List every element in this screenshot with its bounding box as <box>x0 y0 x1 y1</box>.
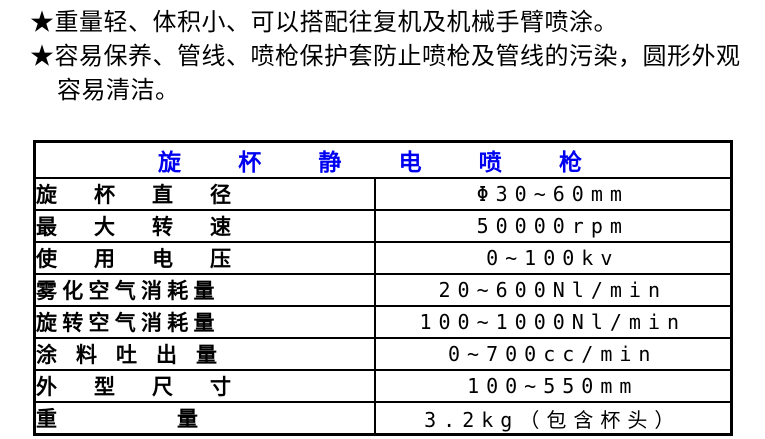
spec-row: 涂 料 吐 出 量 0~700cc/min <box>33 337 733 371</box>
spec-label-cell: 旋 杯 直 径 <box>33 177 376 211</box>
star-icon: ★ <box>30 44 55 70</box>
spec-row: 旋 转 空 气 消 耗 量 100~1000Nl/min <box>33 305 733 339</box>
spec-label: 外 型 尺 寸 <box>36 375 232 399</box>
spec-label-cell: 最 大 转 速 <box>33 209 376 243</box>
spec-row: 使 用 电 压 0~100kv <box>33 241 733 275</box>
spec-label-cell: 涂 料 吐 出 量 <box>33 337 376 371</box>
spec-label: 涂 料 吐 出 量 <box>36 343 218 367</box>
spec-row: 外 型 尺 寸 100~550mm <box>33 369 733 403</box>
spec-label-cell: 旋 转 空 气 消 耗 量 <box>33 305 376 339</box>
spec-label-cell: 雾 化 空 气 消 耗 量 <box>33 273 376 307</box>
spec-value: 100~1000Nl/min <box>373 305 733 339</box>
spec-label: 最 大 转 速 <box>36 215 232 239</box>
spec-label: 旋 转 空 气 消 耗 量 <box>36 311 215 335</box>
spec-label: 雾 化 空 气 消 耗 量 <box>36 279 215 303</box>
spec-row: 雾 化 空 气 消 耗 量 20~600Nl/min <box>33 273 733 307</box>
star-icon: ★ <box>30 10 55 36</box>
feature-item: ★重量轻、体积小、可以搭配往复机及机械手臂喷涂。 <box>30 6 758 40</box>
spec-table-title: 旋 杯 静 电 喷 枪 <box>158 150 582 175</box>
spec-label: 重 量 <box>36 407 199 431</box>
spec-value: 0~100kv <box>373 241 733 275</box>
spec-value: 100~550mm <box>373 369 733 403</box>
spec-row: 最 大 转 速 50000rpm <box>33 209 733 243</box>
spec-table: 旋 杯 静 电 喷 枪 旋 杯 直 径 Φ30~60mm 最 大 转 速 500… <box>33 140 733 436</box>
feature-text: 容易保养、管线、喷枪保护套防止喷枪及管线的污染，圆形外观容易清洁。 <box>54 44 741 104</box>
spec-value: 50000rpm <box>373 209 733 243</box>
spec-label: 使 用 电 压 <box>36 247 232 271</box>
feature-list: ★重量轻、体积小、可以搭配往复机及机械手臂喷涂。 ★容易保养、管线、喷枪保护套防… <box>30 6 758 108</box>
feature-text: 重量轻、体积小、可以搭配往复机及机械手臂喷涂。 <box>54 10 618 36</box>
spec-value: 3.2kg（包含杯头） <box>373 401 733 436</box>
spec-row: 旋 杯 直 径 Φ30~60mm <box>33 177 733 211</box>
spec-label-cell: 使 用 电 压 <box>33 241 376 275</box>
spec-label-cell: 重 量 <box>33 401 376 436</box>
spec-value: Φ30~60mm <box>373 177 733 211</box>
spec-value: 0~700cc/min <box>373 337 733 371</box>
spec-label-cell: 外 型 尺 寸 <box>33 369 376 403</box>
spec-table-title-row: 旋 杯 静 电 喷 枪 <box>33 140 733 179</box>
spec-value: 20~600Nl/min <box>373 273 733 307</box>
spec-label: 旋 杯 直 径 <box>36 183 232 207</box>
feature-item: ★容易保养、管线、喷枪保护套防止喷枪及管线的污染，圆形外观容易清洁。 <box>30 40 758 108</box>
spec-row: 重 量 3.2kg（包含杯头） <box>33 401 733 436</box>
spec-table-title-cell: 旋 杯 静 电 喷 枪 <box>33 140 733 179</box>
